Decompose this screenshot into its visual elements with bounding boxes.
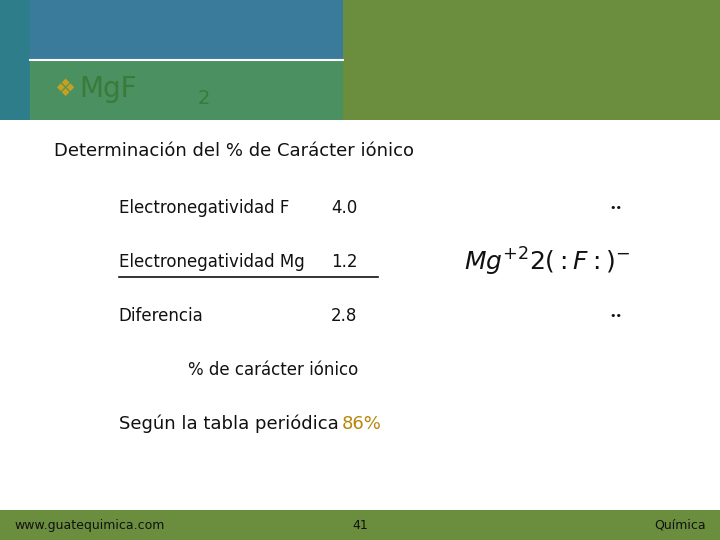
Text: $\mathit{Mg}^{+2}\mathit{2}(:\mathit{F}:)^{-}$: $\mathit{Mg}^{+2}\mathit{2}(:\mathit{F}:… (464, 246, 631, 278)
Text: ••: •• (609, 311, 622, 321)
Text: Electronegatividad F: Electronegatividad F (119, 199, 289, 217)
Text: Electronegatividad Mg: Electronegatividad Mg (119, 253, 305, 271)
Text: ••: •• (609, 203, 622, 213)
Bar (30, 0, 343, 60)
Text: 4.0: 4.0 (331, 199, 357, 217)
Text: Determinación del % de Carácter iónico: Determinación del % de Carácter iónico (54, 142, 414, 160)
Text: ❖: ❖ (54, 77, 75, 101)
Text: Diferencia: Diferencia (119, 307, 204, 325)
Bar (0, 0, 30, 120)
Text: Química: Química (654, 518, 706, 532)
Text: Según la tabla periódica: Según la tabla periódica (119, 415, 338, 433)
Text: 2: 2 (198, 89, 210, 109)
Text: www.guatequimica.com: www.guatequimica.com (14, 518, 165, 532)
Text: MgF: MgF (79, 75, 137, 103)
Text: 41: 41 (352, 518, 368, 532)
Text: % de carácter iónico: % de carácter iónico (189, 361, 359, 379)
Text: 1.2: 1.2 (331, 253, 358, 271)
Text: 2.8: 2.8 (331, 307, 358, 325)
Text: 86%: 86% (342, 415, 382, 433)
Bar (0, 510, 720, 540)
Bar (343, 0, 720, 120)
Bar (30, 60, 343, 120)
